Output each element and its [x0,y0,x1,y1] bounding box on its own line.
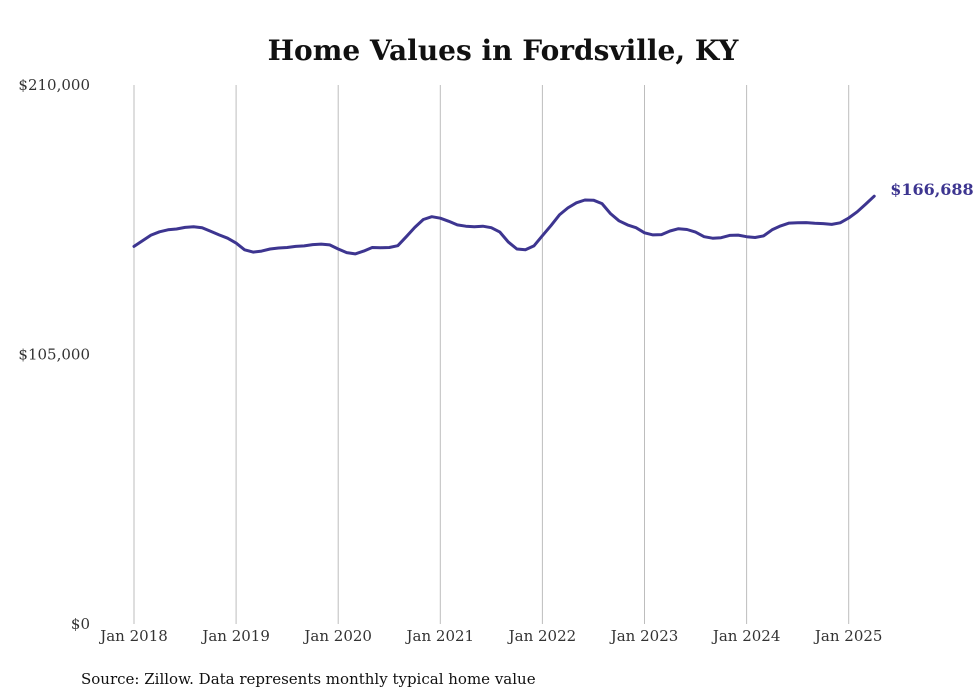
source-note: Source: Zillow. Data represents monthly … [81,670,536,688]
x-tick-label: Jan 2021 [405,627,475,645]
x-tick-label: Jan 2019 [200,627,270,645]
gridlines [133,85,850,624]
chart-title: Home Values in Fordsville, KY [268,34,740,67]
x-tick-label: Jan 2022 [507,627,577,645]
latest-value-label: $166,688 [890,180,974,199]
home-value-line [132,194,876,256]
x-axis-tick-labels: Jan 2018 Jan 2019 Jan 2020 Jan 2021 Jan 2022… [98,627,882,645]
y-axis-tick-labels: $0 $105,000 $210,000 [18,76,90,633]
x-tick-label: Jan 2023 [609,627,679,645]
x-tick-label: Jan 2024 [711,627,781,645]
x-tick-label: Jan 2018 [98,627,168,645]
series-layer [132,194,876,256]
x-tick-label: Jan 2020 [302,627,372,645]
x-tick-label: Jan 2025 [813,627,883,645]
y-tick-label: $0 [71,615,90,633]
y-tick-label: $210,000 [18,76,90,94]
y-tick-label: $105,000 [18,346,90,364]
